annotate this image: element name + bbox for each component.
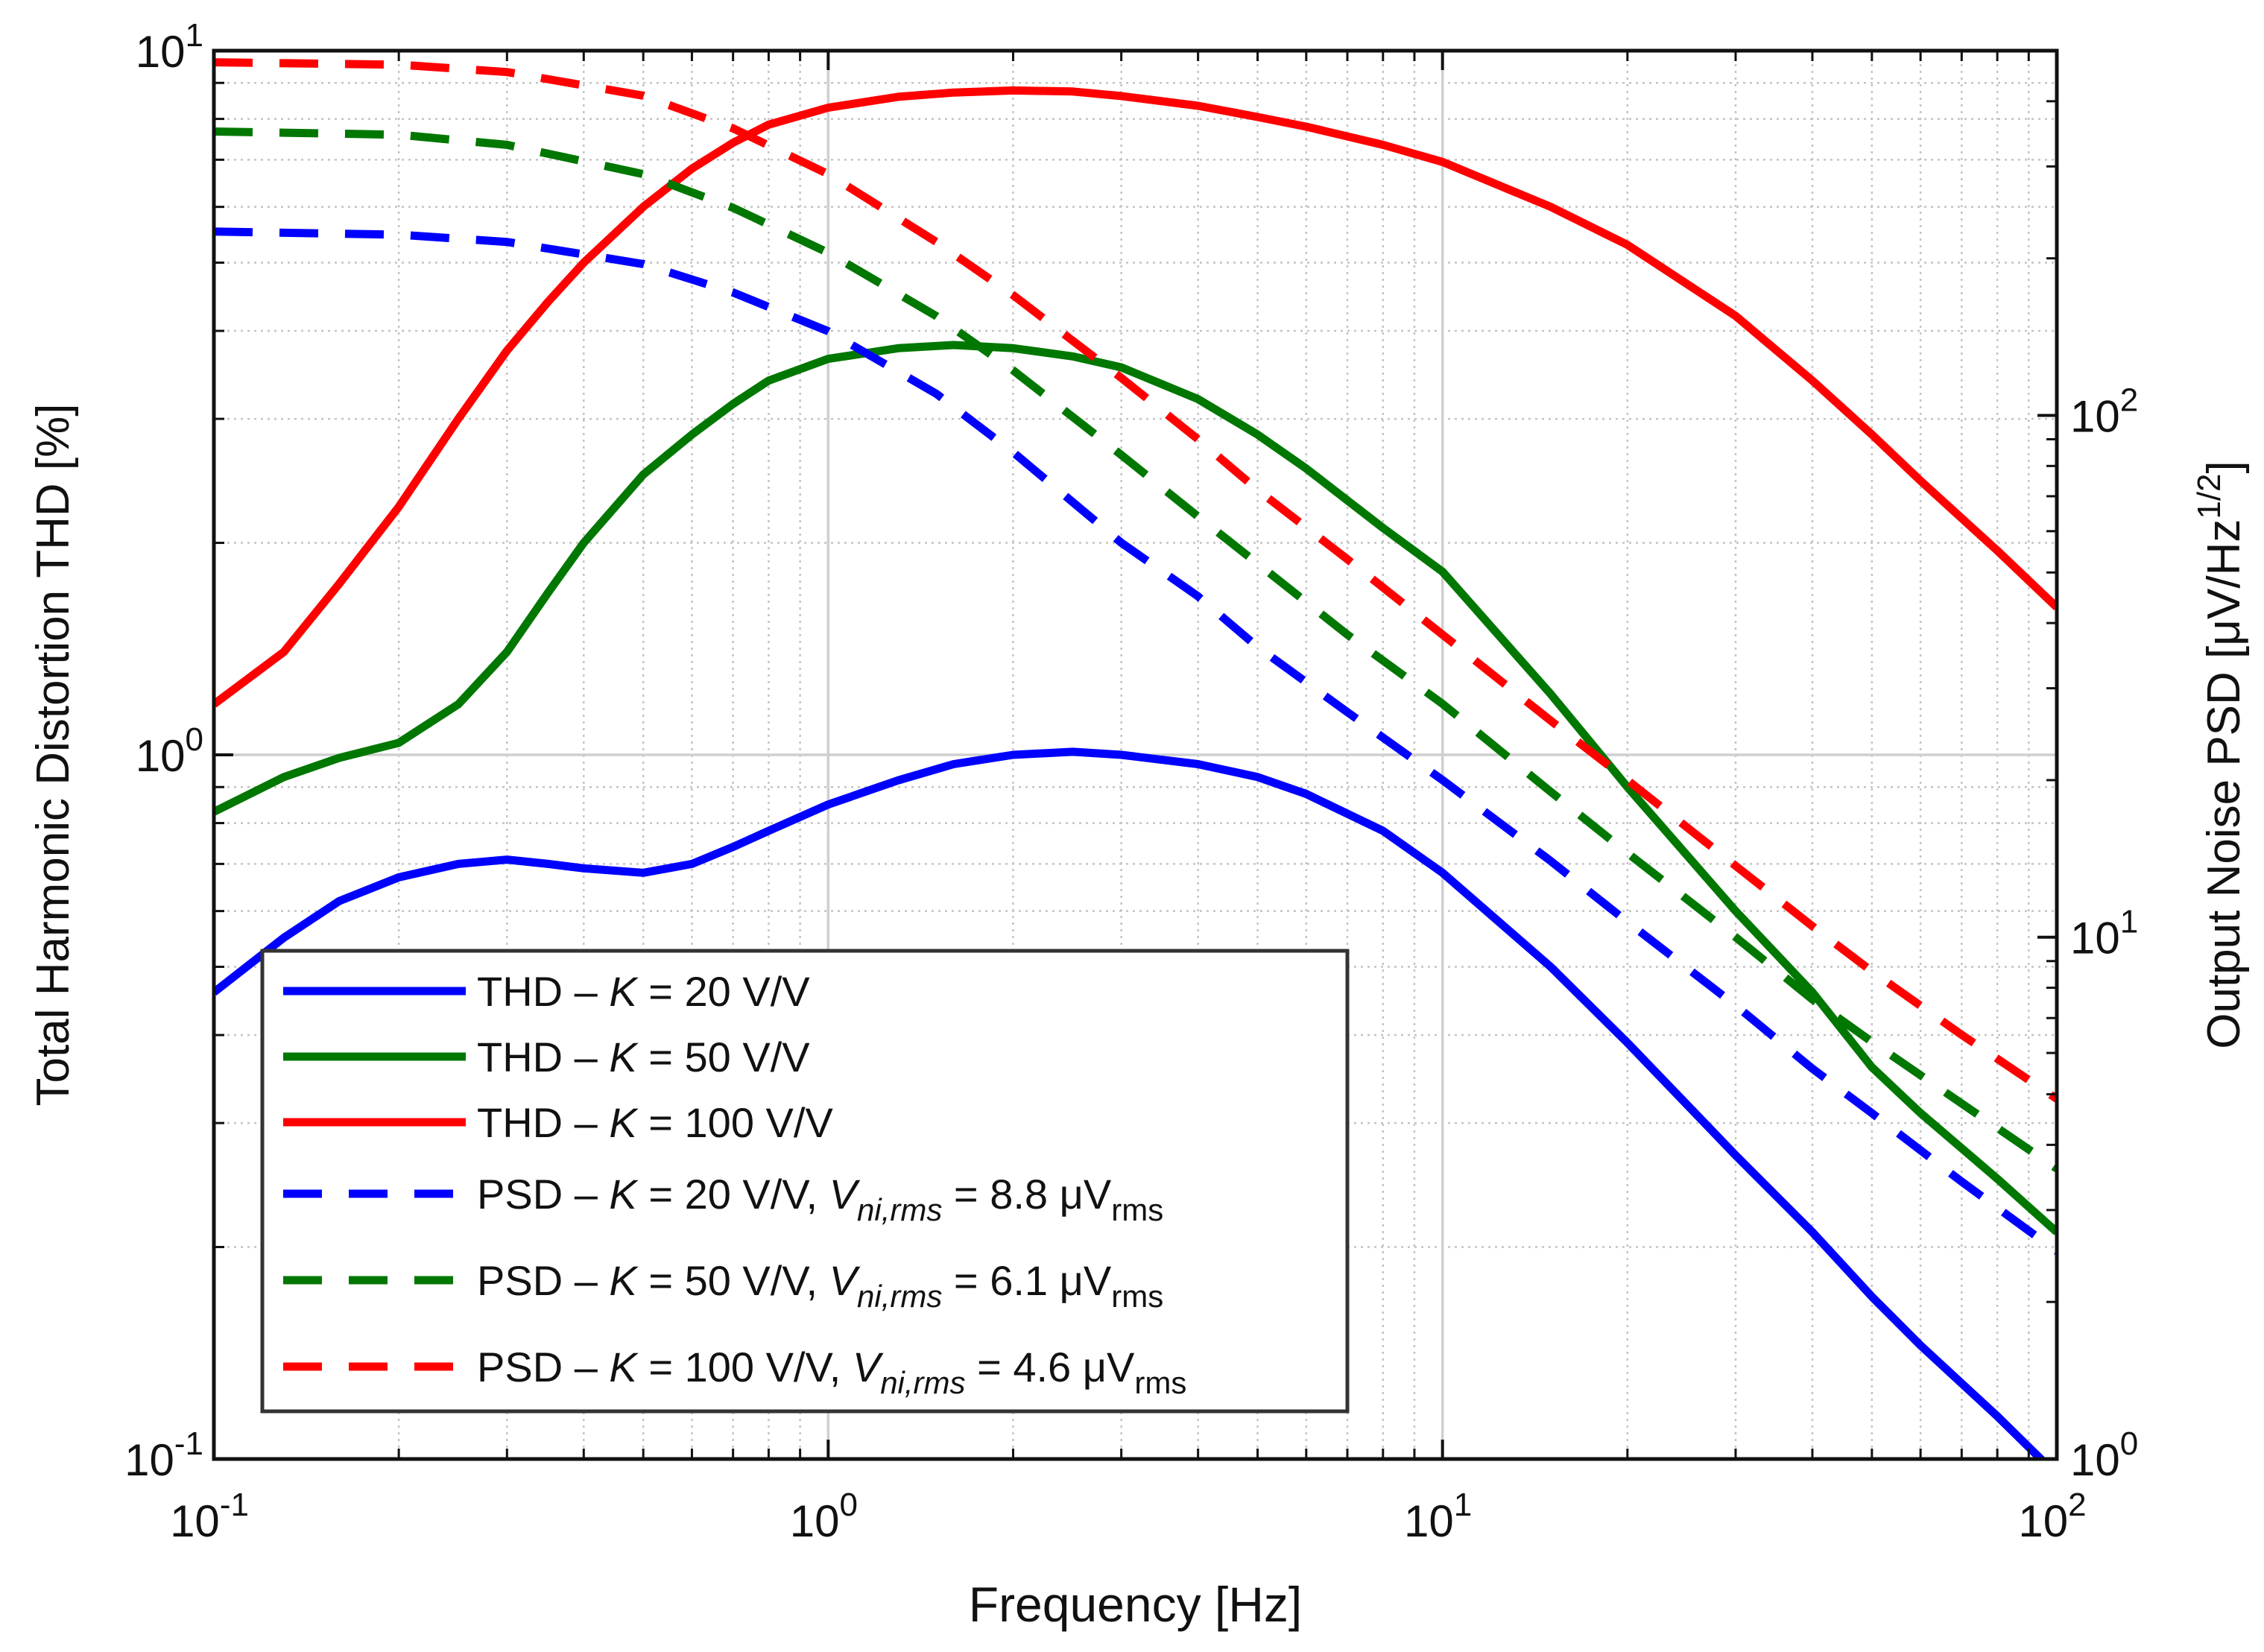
x-tick-label: 102 <box>2018 1487 2086 1546</box>
legend-label-4: PSD – K = 20 V/V, Vni,rms = 8.8 μVrms <box>477 1171 1163 1227</box>
legend-text-part: = 100 V/V, <box>637 1344 853 1390</box>
x-tick-label: 101 <box>1404 1487 1472 1546</box>
legend-label-2: THD – K = 50 V/V <box>477 1034 810 1080</box>
legend-text-part: = 50 V/V, <box>637 1257 829 1304</box>
tick-exponent: -1 <box>174 1425 203 1462</box>
tick-exponent: 1 <box>1454 1487 1472 1523</box>
legend-label-5: PSD – K = 50 V/V, Vni,rms = 6.1 μVrms <box>477 1257 1163 1314</box>
legend-unit-subscript: rms <box>1111 1279 1163 1314</box>
y-right-label-main: Output Noise PSD [μV/Hz <box>2198 519 2250 1049</box>
tick-exponent: 0 <box>186 721 203 758</box>
tick-exponent: -1 <box>220 1487 249 1523</box>
legend-text-part: = 50 V/V <box>637 1034 811 1080</box>
tick-base: 10 <box>170 1496 220 1546</box>
legend-label-6: PSD – K = 100 V/V, Vni,rms = 4.6 μVrms <box>477 1344 1186 1400</box>
tick-base: 10 <box>2018 1496 2068 1546</box>
legend-k-symbol: K <box>609 1171 639 1218</box>
legend-text-part: THD – <box>477 968 609 1015</box>
legend-value: = 6.1 μV <box>942 1257 1111 1304</box>
x-tick-label: 100 <box>790 1487 858 1546</box>
tick-base: 10 <box>136 27 186 77</box>
y-right-tick-label: 102 <box>2070 382 2138 441</box>
legend-text-part: = 20 V/V <box>637 968 811 1015</box>
legend-v-symbol: V <box>829 1257 861 1304</box>
tick-exponent: 1 <box>186 17 203 54</box>
legend-text-part: THD – <box>477 1034 609 1080</box>
legend-k-symbol: K <box>609 1034 639 1080</box>
y-left-tick-label: 101 <box>136 17 203 77</box>
tick-base: 10 <box>2070 914 2120 963</box>
legend-subscript: ni,rms <box>857 1192 942 1227</box>
legend-subscript: ni,rms <box>880 1365 965 1400</box>
series-line-1 <box>214 747 2047 1459</box>
legend-k-symbol: K <box>609 1344 639 1390</box>
legend-label-3: THD – K = 100 V/V <box>477 1099 833 1146</box>
legend-unit-subscript: rms <box>1134 1365 1186 1400</box>
y-left-axis-label: Total Harmonic Distortion THD [%] <box>28 404 79 1107</box>
y-left-tick-label: 10-1 <box>124 1425 203 1485</box>
x-tick-label: 10-1 <box>170 1487 249 1546</box>
legend-text-part: = 100 V/V <box>637 1099 834 1146</box>
series-line-2 <box>214 341 2057 1235</box>
legend-text-part: PSD – <box>477 1257 609 1304</box>
legend-value: = 8.8 μV <box>942 1171 1111 1218</box>
tick-base: 10 <box>790 1496 840 1546</box>
tick-base: 10 <box>136 731 186 781</box>
tick-exponent: 1 <box>2120 904 2138 940</box>
legend-k-symbol: K <box>609 1099 639 1146</box>
tick-exponent: 2 <box>2068 1487 2086 1523</box>
y-right-tick-label: 100 <box>2070 1425 2138 1485</box>
legend-subscript: ni,rms <box>857 1279 942 1314</box>
x-axis-label: Frequency [Hz] <box>969 1577 1303 1632</box>
legend-text-part: PSD – <box>477 1344 609 1390</box>
tick-base: 10 <box>124 1435 174 1485</box>
tick-exponent: 2 <box>2120 382 2138 418</box>
legend-unit-subscript: rms <box>1111 1192 1163 1227</box>
legend-text-part: THD – <box>477 1099 609 1146</box>
y-right-label-close: ] <box>2198 461 2250 473</box>
legend-k-symbol: K <box>609 968 639 1015</box>
series-line-4 <box>214 227 2057 1255</box>
tick-exponent: 0 <box>839 1487 857 1523</box>
tick-exponent: 0 <box>2120 1425 2138 1462</box>
legend-v-symbol: V <box>829 1171 861 1218</box>
y-left-tick-label: 100 <box>136 721 203 781</box>
tick-base: 10 <box>2070 1435 2120 1485</box>
y-right-label-exponent: 1/2 <box>2191 473 2227 519</box>
series-layer <box>214 58 2057 1459</box>
tick-marks <box>212 49 2058 1460</box>
tick-base: 10 <box>2070 391 2120 441</box>
series-line-3 <box>214 86 2057 708</box>
series-line-5 <box>214 127 2057 1172</box>
legend-box <box>260 949 1350 1414</box>
legend-text-part: PSD – <box>477 1171 609 1218</box>
legend-label-1: THD – K = 20 V/V <box>477 968 810 1015</box>
legend-k-symbol: K <box>609 1257 639 1304</box>
y-right-tick-label: 101 <box>2070 904 2138 963</box>
series-line-6 <box>214 58 2057 1103</box>
tick-base: 10 <box>1404 1496 1454 1546</box>
legend-value: = 4.6 μV <box>966 1344 1135 1390</box>
legend-v-symbol: V <box>853 1344 884 1390</box>
legend-text-part: = 20 V/V, <box>637 1171 829 1218</box>
y-right-axis-label: Output Noise PSD [μV/Hz1/2] <box>2191 461 2250 1049</box>
